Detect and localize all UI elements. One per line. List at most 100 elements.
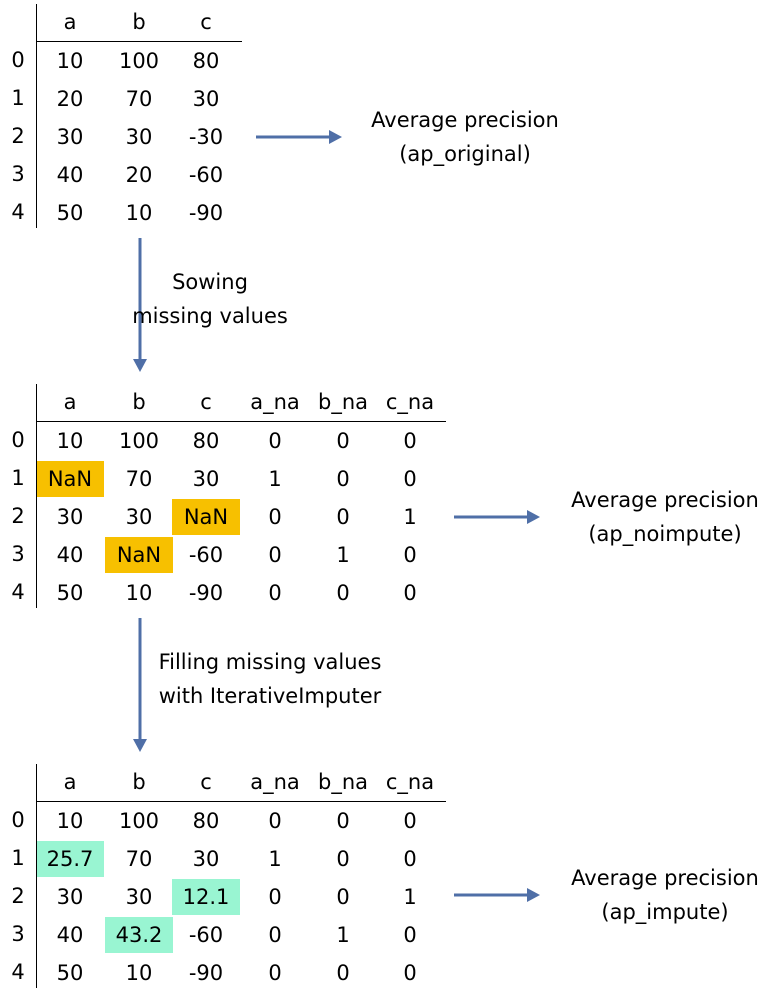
table-cell: -60 <box>188 923 224 947</box>
table-cell: 0 <box>268 923 282 947</box>
table-cell: 0 <box>268 429 282 453</box>
ap-title: Average precision <box>571 488 759 512</box>
table-cell: 40 <box>56 923 84 947</box>
step-arrow <box>133 618 147 752</box>
table-cell: 0 <box>403 847 417 871</box>
column-header: a <box>63 10 77 34</box>
average-precision-label: Average precision (ap_original) <box>345 103 585 171</box>
imputed-value-cell: 43.2 <box>105 917 173 953</box>
table-cell: 30 <box>192 467 220 491</box>
arrow-head <box>527 888 540 902</box>
table-cell: 80 <box>192 809 220 833</box>
column-header: c <box>200 10 212 34</box>
table-cell: 30 <box>56 885 84 909</box>
header-separator <box>36 41 242 42</box>
table-cell: 0 <box>268 543 282 567</box>
table-cell: 80 <box>192 429 220 453</box>
table-cell: 10 <box>125 201 153 225</box>
row-index: 3 <box>11 162 25 186</box>
row-index: 0 <box>11 808 25 832</box>
table-cell: 40 <box>56 163 84 187</box>
column-header: b <box>132 390 146 414</box>
table-cell: 0 <box>336 847 350 871</box>
table-cell: 70 <box>125 87 153 111</box>
table-cell: 30 <box>56 505 84 529</box>
step-label: Sowing missing values <box>80 265 340 333</box>
table-cell: -90 <box>188 201 224 225</box>
table-cell: 30 <box>56 125 84 149</box>
missing-value-cell: NaN <box>105 537 173 573</box>
table-cell: 0 <box>403 961 417 985</box>
arrow-head <box>133 359 147 372</box>
step-label-line: Filling missing values <box>158 650 382 674</box>
arrow-head <box>133 739 147 752</box>
column-header: a_na <box>250 770 300 794</box>
table-cell: 0 <box>336 505 350 529</box>
table-cell: 40 <box>56 543 84 567</box>
table-cell: 1 <box>336 543 350 567</box>
column-header: b <box>132 10 146 34</box>
table-cell: 0 <box>268 961 282 985</box>
table-cell: 30 <box>192 847 220 871</box>
table-cell: 80 <box>192 49 220 73</box>
table-cell: 1 <box>268 467 282 491</box>
row-index: 3 <box>11 922 25 946</box>
result-arrow <box>256 130 342 144</box>
ap-metric-name: (ap_original) <box>399 142 531 166</box>
table-cell: 10 <box>56 809 84 833</box>
index-separator <box>36 384 37 608</box>
table-cell: 0 <box>403 543 417 567</box>
table-cell: 50 <box>56 201 84 225</box>
table-cell: 0 <box>268 885 282 909</box>
table-cell: 30 <box>192 87 220 111</box>
table-cell: 0 <box>403 467 417 491</box>
arrow-head <box>329 130 342 144</box>
column-header: a_na <box>250 390 300 414</box>
step-arrow <box>133 238 147 372</box>
table-cell: 10 <box>56 429 84 453</box>
column-header: b_na <box>317 770 368 794</box>
row-index: 0 <box>11 48 25 72</box>
column-header: a <box>63 390 77 414</box>
row-index: 4 <box>11 580 25 604</box>
table-cell: 30 <box>125 885 153 909</box>
index-separator <box>36 764 37 988</box>
table-cell: -60 <box>188 163 224 187</box>
table-cell: 0 <box>336 581 350 605</box>
row-index: 4 <box>11 200 25 224</box>
table-cell: 0 <box>268 505 282 529</box>
table-cell: -60 <box>188 543 224 567</box>
header-separator <box>36 801 446 802</box>
table-cell: 0 <box>336 429 350 453</box>
ap-title: Average precision <box>571 866 759 890</box>
table-cell: 20 <box>125 163 153 187</box>
column-header: c_na <box>385 770 435 794</box>
column-header: c_na <box>385 390 435 414</box>
arrow-head <box>527 510 540 524</box>
table-cell: 10 <box>125 961 153 985</box>
missing-value-cell: NaN <box>172 499 240 535</box>
step-label: Filling missing values with IterativeImpu… <box>140 645 400 713</box>
step-label-line: with IterativeImputer <box>158 684 382 708</box>
table-cell: 100 <box>118 49 160 73</box>
table-cell: 0 <box>403 809 417 833</box>
column-header: a <box>63 770 77 794</box>
table-cell: 1 <box>403 885 417 909</box>
table-cell: 0 <box>336 809 350 833</box>
column-header: b_na <box>317 390 368 414</box>
table-cell: 10 <box>125 581 153 605</box>
imputed-value-cell: 25.7 <box>36 841 104 877</box>
table-cell: 0 <box>268 581 282 605</box>
average-precision-label: Average precision (ap_impute) <box>545 861 776 929</box>
table-cell: 0 <box>403 429 417 453</box>
ap-title: Average precision <box>371 108 559 132</box>
data-table-2: a b c a_na b_na c_na 0 10 100 80 0 0 0 1 25.7 70 30 1 0 0 2 3… <box>0 764 446 992</box>
step-label-line: missing values <box>132 304 288 328</box>
table-cell: -30 <box>188 125 224 149</box>
data-table-1: a b c a_na b_na c_na 0 10 100 80 0 0 0 1 NaN 70 30 1 0 0 2 30… <box>0 384 446 612</box>
row-index: 1 <box>11 86 25 110</box>
column-header: b <box>132 770 146 794</box>
column-header: c <box>200 770 212 794</box>
step-label-line: Sowing <box>172 270 248 294</box>
result-arrow <box>454 510 540 524</box>
